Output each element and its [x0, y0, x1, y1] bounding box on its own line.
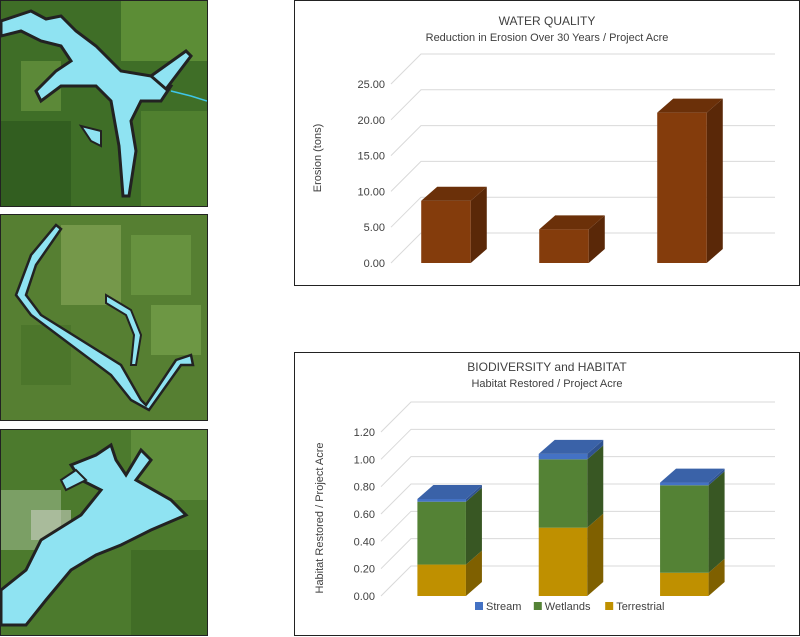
aerial-map-2 — [0, 214, 208, 421]
y-tick-label: 15.00 — [357, 151, 385, 163]
terrestrial-legend-swatch — [605, 602, 614, 610]
stream-segment-top — [538, 439, 604, 454]
wetlands-segment — [417, 501, 466, 565]
gridline — [380, 565, 775, 597]
terrestrial-segment-side — [465, 550, 482, 596]
bar-segment-side — [470, 186, 487, 263]
aerial-map-1 — [0, 0, 208, 207]
stream-segment-top — [660, 468, 725, 483]
bar-segment-side — [706, 98, 723, 263]
gridline — [380, 483, 775, 515]
terrestrial-segment-side — [708, 558, 725, 596]
bar-segment-top — [539, 215, 605, 230]
gridline — [380, 538, 775, 570]
stream-segment — [538, 453, 588, 460]
stream-segment — [417, 498, 466, 502]
gridline — [390, 125, 775, 156]
y-tick-label: 25.00 — [357, 79, 385, 91]
y-tick-label: 0.00 — [354, 591, 375, 603]
gridline — [390, 160, 775, 192]
wetlands-segment — [538, 459, 588, 528]
gridline — [380, 510, 775, 542]
bar-segment-top — [421, 186, 487, 201]
y-tick-label: 20.00 — [357, 115, 385, 127]
bar-segment — [539, 229, 589, 263]
chart-subtitle: Habitat Restored / Project Acre — [471, 378, 622, 390]
y-tick-label: 1.20 — [354, 427, 375, 439]
bar-segment — [421, 200, 471, 263]
stream-segment — [660, 482, 709, 486]
y-tick-label: 0.40 — [354, 536, 375, 548]
biodiversity-chart-plot: BIODIVERSITY and HABITAT Habitat Restore… — [314, 360, 775, 613]
wetlands-segment — [660, 485, 709, 573]
bar-segment-top — [657, 98, 723, 113]
terrestrial-segment-side — [587, 513, 604, 596]
gridline — [390, 196, 775, 228]
terrestrial-legend-label: Terrestrial — [616, 601, 664, 613]
chart-title: WATER QUALITY — [499, 14, 596, 28]
stream-segment-side — [465, 484, 482, 502]
bar-segment-side — [588, 215, 605, 263]
terrestrial-segment — [417, 564, 466, 596]
stream-legend-swatch — [475, 602, 483, 610]
y-tick-label: 0.80 — [354, 482, 375, 494]
y-tick-label: 0.60 — [354, 509, 375, 521]
wetlands-segment-side — [465, 487, 482, 565]
bar-segment — [657, 112, 707, 263]
stream-legend-label: Stream — [486, 601, 521, 613]
y-tick-label: 5.00 — [364, 222, 385, 234]
gridline — [390, 89, 775, 121]
y-tick-label: 0.20 — [354, 564, 375, 576]
aerial-map-3 — [0, 429, 208, 636]
chart-subtitle: Reduction in Erosion Over 30 Years / Pro… — [426, 32, 669, 44]
stream-segment-top — [417, 484, 482, 499]
gridline — [390, 232, 775, 264]
y-tick-label: 1.00 — [354, 454, 375, 466]
wetlands-legend-swatch — [533, 602, 542, 610]
wetlands-legend-label: Wetlands — [545, 601, 591, 613]
gridline — [380, 428, 775, 460]
chart-title: BIODIVERSITY and HABITAT — [467, 360, 627, 374]
stream-segment-side — [587, 439, 604, 460]
terrestrial-segment — [538, 527, 588, 596]
gridline — [380, 456, 775, 488]
wetlands-segment-side — [587, 445, 604, 528]
gridline — [390, 53, 775, 85]
y-axis-label: Habitat Restored / Project Acre — [314, 442, 326, 593]
biodiversity-chart: BIODIVERSITY and HABITAT Habitat Restore… — [294, 352, 800, 636]
wetlands-segment-side — [708, 471, 725, 573]
terrestrial-segment — [660, 572, 709, 596]
y-axis-label: Erosion (tons) — [312, 124, 324, 192]
y-tick-label: 10.00 — [357, 186, 385, 198]
gridline — [380, 401, 775, 433]
y-tick-label: 0.00 — [364, 258, 385, 270]
water-quality-chart: WATER QUALITY Reduction in Erosion Over … — [294, 0, 800, 286]
stream-segment-side — [708, 468, 725, 486]
water-quality-chart-plot: WATER QUALITY Reduction in Erosion Over … — [312, 14, 775, 270]
